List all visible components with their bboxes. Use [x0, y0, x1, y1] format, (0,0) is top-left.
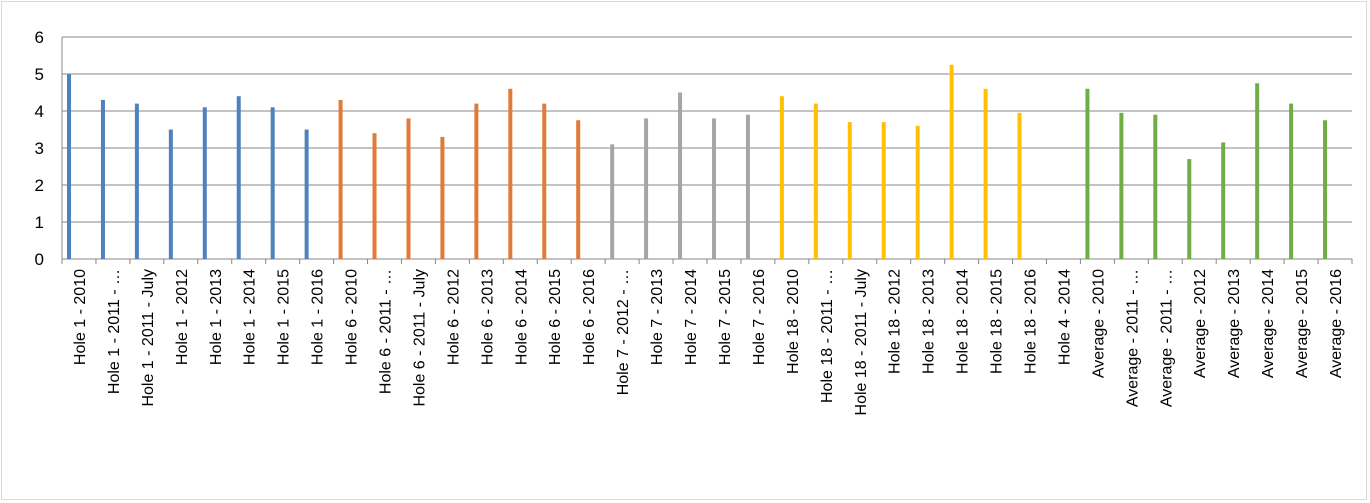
x-tick-label: Hole 7 - 2014: [683, 269, 700, 365]
x-tick-label: Hole 1 - 2010: [72, 269, 89, 365]
x-tick-label: Hole 7 - 2015: [717, 269, 734, 365]
bar: [508, 88, 513, 259]
bar: [270, 107, 275, 259]
y-tick-label: 5: [35, 65, 44, 84]
bar: [745, 114, 750, 259]
bar: [1221, 142, 1226, 259]
bar: [610, 144, 615, 259]
bar: [576, 120, 581, 259]
y-tick-label: 3: [35, 139, 44, 158]
bar: [1085, 88, 1090, 259]
x-tick-label: Hole 18 - 2015: [989, 269, 1006, 374]
x-tick-label: Hole 18 - 2014: [955, 269, 972, 374]
bar: [67, 74, 71, 259]
x-tick-label: Hole 6 - 2011 - July: [411, 269, 428, 407]
x-tick-label: Hole 18 - 2011 - …: [819, 269, 836, 403]
bar: [915, 125, 920, 259]
bar: [542, 103, 547, 259]
x-tick-label: Hole 1 - 2016: [310, 269, 327, 365]
x-tick-label: Hole 1 - 2014: [242, 269, 259, 365]
x-tick-label: Hole 18 - 2013: [921, 269, 938, 374]
x-tick-label: Hole 6 - 2013: [479, 269, 496, 365]
bar: [372, 133, 377, 259]
bar: [813, 103, 818, 259]
x-tick-label: Hole 1 - 2011 - July: [140, 269, 157, 407]
x-tick-label: Average - 2014: [1260, 269, 1277, 378]
x-tick-label: Average - 2013: [1226, 269, 1243, 378]
bar: [1119, 112, 1124, 259]
bar: [983, 88, 988, 259]
bar: [100, 99, 105, 260]
x-tick-label: Average - 2012: [1192, 269, 1209, 378]
bar: [304, 129, 309, 259]
bar: [134, 103, 139, 259]
bar: [406, 118, 411, 260]
x-tick-label: Average - 2010: [1090, 269, 1107, 378]
bar: [1289, 103, 1294, 259]
y-tick-label: 1: [35, 213, 44, 232]
x-tick-label: Hole 18 - 2012: [887, 269, 904, 374]
bar: [949, 64, 954, 259]
x-tick-label: Hole 1 - 2015: [276, 269, 293, 365]
x-tick-label: Hole 6 - 2015: [547, 269, 564, 365]
bar: [779, 96, 784, 259]
x-tick-label: Hole 18 - 2011 - July: [853, 269, 870, 415]
x-tick-label: Hole 7 - 2016: [751, 269, 768, 365]
x-tick-label: Average - 2011 - …: [1158, 269, 1175, 407]
bar: [847, 122, 852, 259]
y-tick-label: 0: [35, 250, 44, 269]
y-tick-label: 2: [35, 176, 44, 195]
x-tick-label: Average - 2011 - …: [1124, 269, 1141, 407]
x-tick-label: Hole 6 - 2014: [513, 269, 530, 365]
x-tick-label: Hole 1 - 2011 - …: [106, 269, 123, 394]
x-tick-label: Average - 2016: [1328, 269, 1345, 378]
bar: [644, 118, 649, 260]
x-tick-label: Hole 6 - 2016: [581, 269, 598, 365]
bar: [712, 118, 716, 260]
x-tick-label: Hole 18 - 2010: [785, 269, 802, 374]
x-tick-label: Hole 4 - 2014: [1056, 269, 1073, 365]
bar: [881, 122, 886, 259]
x-tick-label: Hole 6 - 2010: [344, 269, 361, 365]
bar: [474, 103, 479, 259]
y-tick-label: 6: [35, 28, 44, 47]
x-tick-label: Hole 7 - 2013: [649, 269, 666, 365]
x-tick-label: Hole 18 - 2016: [1023, 269, 1040, 374]
bar: [202, 107, 207, 259]
bar: [1017, 112, 1022, 259]
bar: [678, 92, 683, 259]
x-tick-label: Average - 2015: [1294, 269, 1311, 378]
bar: [1255, 83, 1260, 259]
y-tick-label: 4: [35, 102, 44, 121]
bar: [338, 99, 343, 260]
bar: [1187, 159, 1192, 259]
bar: [236, 96, 241, 259]
x-tick-label: Hole 6 - 2011 - …: [378, 269, 395, 394]
bar: [1153, 114, 1158, 259]
bar: [440, 136, 445, 259]
x-tick-label: Hole 6 - 2012: [445, 269, 462, 365]
bar: [1323, 120, 1328, 259]
x-tick-label: Hole 1 - 2013: [208, 269, 225, 365]
x-tick-label: Hole 1 - 2012: [174, 269, 191, 365]
bar: [168, 129, 173, 259]
x-tick-label: Hole 7 - 2012 - …: [615, 269, 632, 395]
